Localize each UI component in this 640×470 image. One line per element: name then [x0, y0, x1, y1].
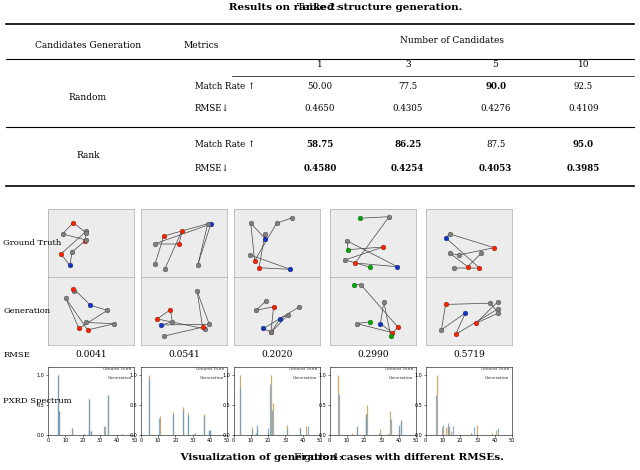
Text: Ground Truth: Ground Truth: [104, 367, 132, 371]
Text: Match Rate ↑: Match Rate ↑: [195, 82, 255, 91]
Text: Results on ranked structure generation.: Results on ranked structure generation.: [178, 3, 462, 12]
Text: Generation: Generation: [200, 376, 225, 380]
Text: Ground Truth: Ground Truth: [196, 367, 225, 371]
Text: Ground Truth: Ground Truth: [289, 367, 317, 371]
Text: Figure 4:: Figure 4:: [294, 453, 346, 462]
Text: Random: Random: [69, 93, 107, 102]
Text: Generation: Generation: [3, 307, 51, 315]
Text: Visualization of generation cases with different RMSEs.: Visualization of generation cases with d…: [136, 453, 504, 462]
Text: Generation: Generation: [108, 376, 132, 380]
Text: Generation: Generation: [485, 376, 509, 380]
Text: 0.3985: 0.3985: [567, 164, 600, 173]
Text: 0.5719: 0.5719: [453, 350, 484, 360]
Text: 10: 10: [578, 60, 589, 69]
Text: 87.5: 87.5: [486, 141, 506, 149]
Text: 0.4580: 0.4580: [303, 164, 337, 173]
Text: RMSE↓: RMSE↓: [195, 164, 229, 173]
Text: Table 2:: Table 2:: [298, 3, 342, 12]
Text: 0.0041: 0.0041: [76, 350, 107, 360]
Text: 86.25: 86.25: [394, 141, 421, 149]
Text: Generation: Generation: [389, 376, 413, 380]
Text: 90.0: 90.0: [485, 82, 506, 91]
Text: 0.4109: 0.4109: [568, 104, 599, 113]
Text: 0.4276: 0.4276: [481, 104, 511, 113]
Text: Ground Truth: Ground Truth: [3, 239, 61, 247]
Text: 58.75: 58.75: [307, 141, 333, 149]
Text: 0.4650: 0.4650: [305, 104, 335, 113]
Text: 0.4305: 0.4305: [392, 104, 423, 113]
Text: Metrics: Metrics: [183, 41, 218, 50]
Text: 0.4254: 0.4254: [391, 164, 424, 173]
Text: Generation: Generation: [293, 376, 317, 380]
Text: PXRD Spectrum: PXRD Spectrum: [3, 397, 72, 405]
Text: 77.5: 77.5: [398, 82, 417, 91]
Text: Match Rate ↑: Match Rate ↑: [195, 141, 255, 149]
Text: 92.5: 92.5: [574, 82, 593, 91]
Text: Candidates Generation: Candidates Generation: [35, 41, 141, 50]
Text: Number of Candidates: Number of Candidates: [400, 36, 504, 45]
Text: 0.2020: 0.2020: [261, 350, 292, 360]
Text: Rank: Rank: [76, 151, 100, 160]
Text: 50.00: 50.00: [307, 82, 333, 91]
Text: 5: 5: [493, 60, 499, 69]
Text: 0.0541: 0.0541: [168, 350, 200, 360]
Text: 0.2990: 0.2990: [357, 350, 388, 360]
Text: RMSE: RMSE: [3, 351, 30, 359]
Text: Ground Truth: Ground Truth: [385, 367, 413, 371]
Text: 3: 3: [405, 60, 411, 69]
Text: 0.4053: 0.4053: [479, 164, 512, 173]
Text: 1: 1: [317, 60, 323, 69]
Text: RMSE↓: RMSE↓: [195, 104, 229, 113]
Text: Ground Truth: Ground Truth: [481, 367, 509, 371]
Text: 95.0: 95.0: [573, 141, 594, 149]
